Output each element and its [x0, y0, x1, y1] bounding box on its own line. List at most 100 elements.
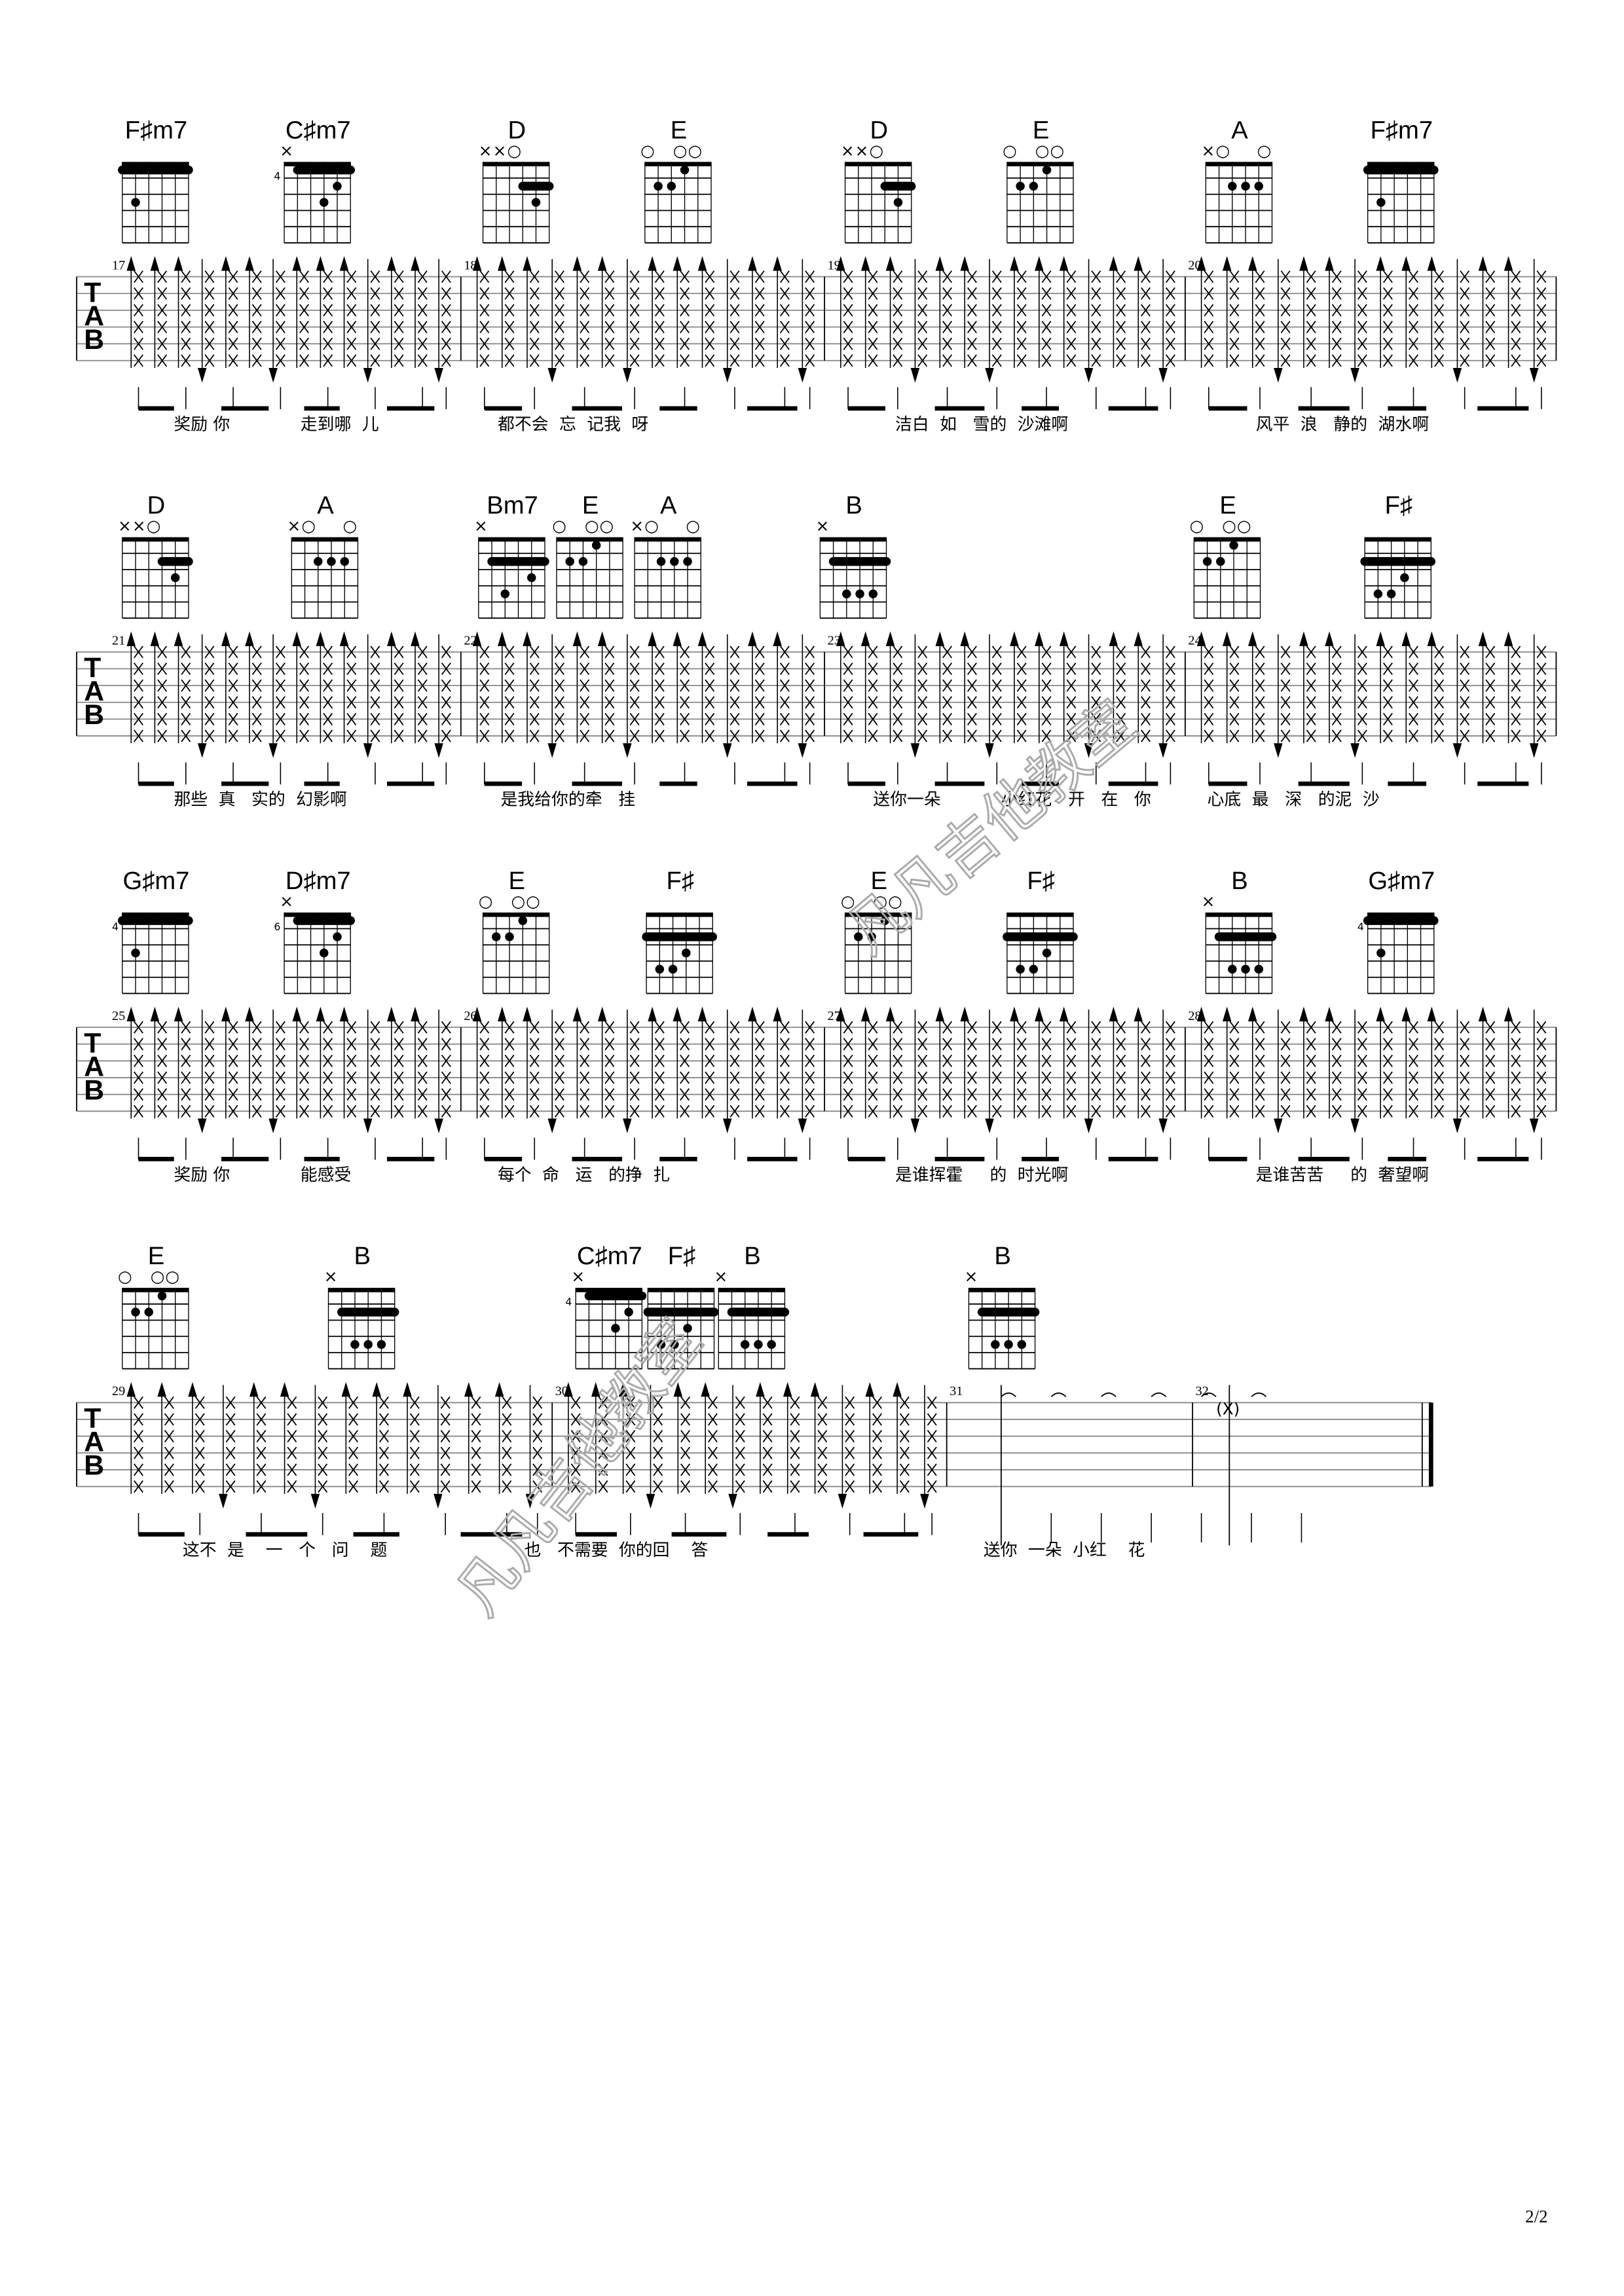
- strum-up: [411, 256, 428, 409]
- muted-note-x: [1091, 729, 1101, 742]
- muted-note-x: [256, 1480, 267, 1493]
- string-markers: ×: [1202, 892, 1216, 911]
- nut: [718, 1288, 785, 1292]
- muted-note-x: [843, 1021, 853, 1034]
- strum-down: [434, 1010, 451, 1160]
- muted-note-x: [868, 287, 878, 300]
- strum-down: [1452, 259, 1470, 409]
- muted-note-x: [346, 662, 357, 676]
- muted-note-x: [181, 1104, 191, 1118]
- muted-note-x: [504, 337, 515, 350]
- muted-note-x: [893, 1088, 903, 1101]
- muted-note-x: [181, 679, 191, 692]
- muted-note-x: [779, 270, 790, 283]
- muted-note-x: [1016, 1104, 1027, 1118]
- strum-up: [1401, 631, 1418, 785]
- muted-note-x: [554, 1071, 564, 1084]
- strum-up: [316, 631, 333, 785]
- finger-dot: [531, 198, 541, 207]
- muted-note-x: [680, 337, 690, 350]
- strum-up: [572, 256, 590, 409]
- muted-note-x: [654, 337, 665, 350]
- muted-note-x: [479, 337, 490, 350]
- muted-note-x: [868, 679, 878, 692]
- muted-note-x: [275, 270, 286, 283]
- muted-note-x: [323, 712, 333, 725]
- muted-note-x: [1280, 320, 1291, 334]
- muted-note-x: [1091, 1021, 1101, 1034]
- muted-note-x: [899, 1396, 910, 1409]
- muted-note-x: [441, 1054, 451, 1067]
- muted-note-x: [504, 320, 515, 334]
- finger-dot: [654, 181, 663, 191]
- muted-note-x: [1141, 320, 1151, 334]
- muted-note-x: [479, 662, 490, 676]
- muted-note-x: [532, 1396, 543, 1409]
- muted-note-x: [729, 679, 740, 692]
- muted-note-x: [653, 1413, 663, 1426]
- barre: [1363, 165, 1439, 175]
- muted-note-x: [529, 696, 540, 709]
- muted-note-x: [1331, 304, 1342, 317]
- muted-note-x: [1141, 696, 1151, 709]
- muted-note-x: [580, 337, 590, 350]
- muted-note-x: [967, 712, 977, 725]
- strum-down: [197, 259, 215, 383]
- muted-note-x: [1331, 729, 1342, 742]
- muted-note-x: [251, 696, 262, 709]
- muted-note-x: [251, 1104, 262, 1118]
- muted-note-x: [1434, 354, 1445, 367]
- nut: [284, 912, 351, 917]
- muted-note-x: [394, 1038, 404, 1051]
- muted-note-x: [1141, 646, 1151, 659]
- strum-up: [387, 1006, 404, 1119]
- muted-note-x: [1331, 320, 1342, 334]
- finger-dot: [991, 1339, 1000, 1349]
- muted-note-x: [370, 320, 380, 334]
- muted-note-x: [1016, 287, 1027, 300]
- muted-note-x: [899, 1430, 910, 1443]
- strum-down: [985, 259, 1002, 409]
- muted-note-x: [479, 712, 490, 725]
- finger-dot: [842, 589, 851, 598]
- strum-up: [673, 1381, 691, 1535]
- beam: [1477, 781, 1529, 786]
- muted-note-x: [204, 679, 215, 692]
- muted-note-x: [570, 1396, 581, 1409]
- muted-note-x: [735, 1446, 745, 1459]
- muted-note-x: [1229, 320, 1240, 334]
- muted-note-x: [654, 354, 665, 367]
- string-markers: ○ ○○: [552, 517, 614, 536]
- muted-note-x: [1485, 287, 1496, 300]
- beam: [138, 1156, 174, 1161]
- muted-note-x: [441, 712, 451, 725]
- muted-note-x: [479, 1038, 490, 1051]
- muted-note-x: [251, 712, 262, 725]
- muted-note-x: [625, 1413, 636, 1426]
- muted-note-x: [348, 1480, 359, 1493]
- muted-note-x: [1460, 354, 1470, 367]
- strum-up: [597, 631, 615, 744]
- muted-note-x: [1165, 304, 1175, 317]
- finger-dot: [1386, 589, 1396, 598]
- muted-note-x: [471, 1463, 481, 1476]
- muted-note-x: [441, 320, 451, 334]
- muted-note-x: [299, 304, 309, 317]
- muted-note-x: [1357, 729, 1367, 742]
- muted-note-x: [323, 270, 333, 283]
- muted-note-x: [845, 1480, 855, 1493]
- muted-note-x: [1255, 304, 1265, 317]
- muted-note-x: [299, 1038, 309, 1051]
- muted-note-x: [1511, 1038, 1521, 1051]
- strum-up: [673, 631, 690, 785]
- muted-note-x: [843, 270, 853, 283]
- muted-note-x: [1204, 662, 1214, 676]
- muted-note-x: [370, 1021, 380, 1034]
- muted-note-x: [346, 320, 357, 334]
- muted-note-x: [204, 1021, 215, 1034]
- muted-note-x: [251, 662, 262, 676]
- strum-up: [673, 256, 690, 409]
- muted-note-x: [134, 729, 143, 742]
- finger-dot: [656, 1339, 666, 1349]
